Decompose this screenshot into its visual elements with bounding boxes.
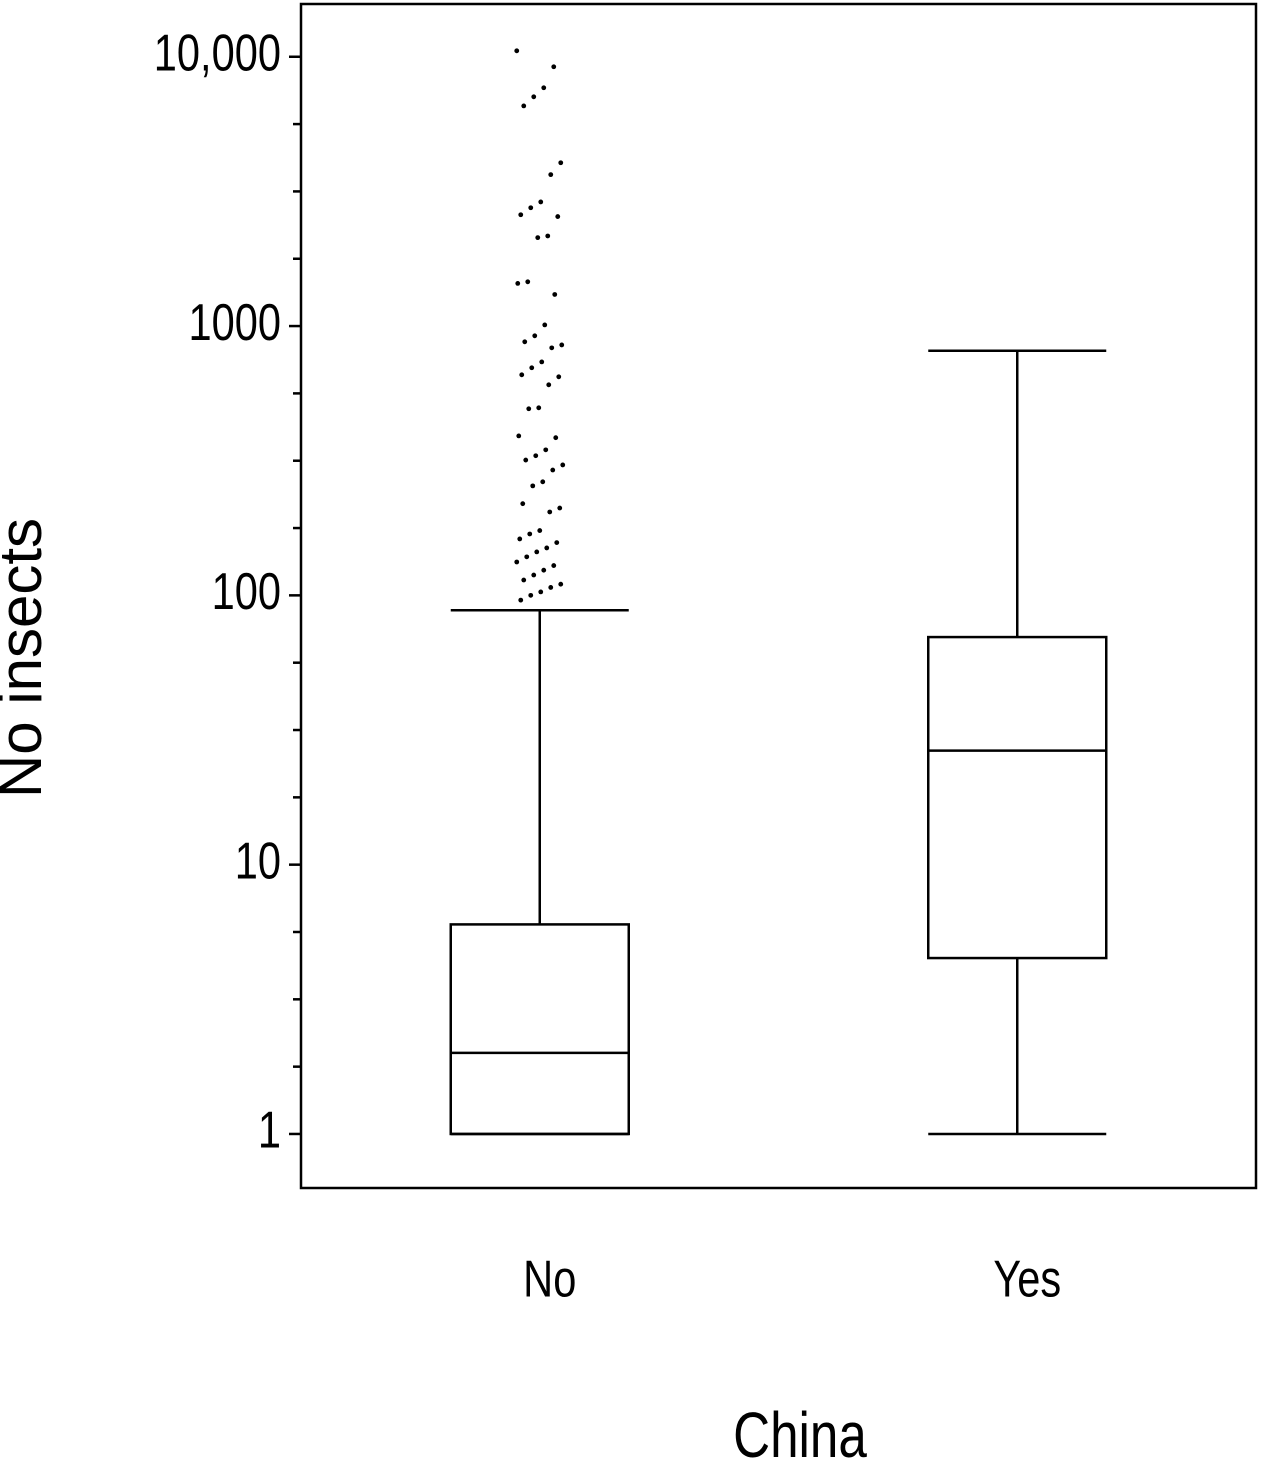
outlier <box>520 501 526 507</box>
outlier <box>531 572 537 578</box>
outlier <box>527 531 533 537</box>
outlier <box>517 536 523 542</box>
outlier <box>552 292 558 297</box>
outlier <box>549 345 555 351</box>
outlier <box>545 233 551 239</box>
outlier <box>554 540 560 546</box>
outlier <box>555 214 561 219</box>
outlier <box>553 435 559 441</box>
box <box>927 635 1108 960</box>
outlier <box>559 342 565 348</box>
y-tick-label: 10 <box>235 831 281 890</box>
outlier <box>538 589 544 595</box>
outlier <box>514 48 520 54</box>
outlier <box>526 406 532 412</box>
outlier <box>525 279 531 285</box>
outlier <box>518 597 524 603</box>
outlier <box>548 172 554 178</box>
outlier <box>532 333 538 339</box>
outlier <box>558 160 564 166</box>
outlier <box>544 545 550 551</box>
outlier <box>530 483 536 489</box>
outlier <box>521 103 527 109</box>
outlier <box>516 433 522 439</box>
outlier <box>538 199 544 205</box>
outlier <box>540 479 546 485</box>
outlier <box>551 563 557 568</box>
outlier <box>546 382 552 388</box>
outlier <box>519 372 525 378</box>
outlier <box>542 322 548 328</box>
outlier <box>534 549 540 555</box>
outlier <box>543 447 549 453</box>
outlier <box>560 462 566 468</box>
outlier <box>536 405 542 411</box>
outlier <box>539 359 545 365</box>
outlier <box>523 457 529 463</box>
y-axis-label: No insects <box>0 518 54 798</box>
outlier <box>528 205 534 211</box>
outlier <box>547 509 553 515</box>
outlier <box>537 528 543 533</box>
outlier <box>514 559 520 565</box>
outlier <box>518 212 524 218</box>
outlier <box>528 592 534 598</box>
outlier <box>531 94 537 100</box>
outlier <box>557 505 563 511</box>
x-axis-label: China <box>733 1401 867 1472</box>
outlier <box>522 339 528 345</box>
x-tick-label: No <box>523 1249 576 1308</box>
outlier <box>551 64 557 70</box>
outlier <box>535 235 541 241</box>
outlier <box>558 581 564 587</box>
y-tick-label: 1000 <box>188 292 281 351</box>
outlier <box>548 585 554 590</box>
box <box>449 923 630 1136</box>
outlier <box>533 453 539 459</box>
outlier <box>556 374 562 380</box>
outlier <box>541 85 547 91</box>
y-tick-label: 100 <box>212 562 281 621</box>
outlier <box>521 577 527 583</box>
plot-frame <box>299 2 1258 1190</box>
outlier <box>550 467 556 473</box>
outlier <box>529 365 535 371</box>
outlier <box>541 567 547 573</box>
y-tick-label: 1 <box>258 1100 281 1159</box>
outlier <box>524 554 530 560</box>
x-tick-label: Yes <box>993 1249 1061 1308</box>
outlier <box>515 281 521 286</box>
y-tick-label: 10,000 <box>154 23 281 82</box>
